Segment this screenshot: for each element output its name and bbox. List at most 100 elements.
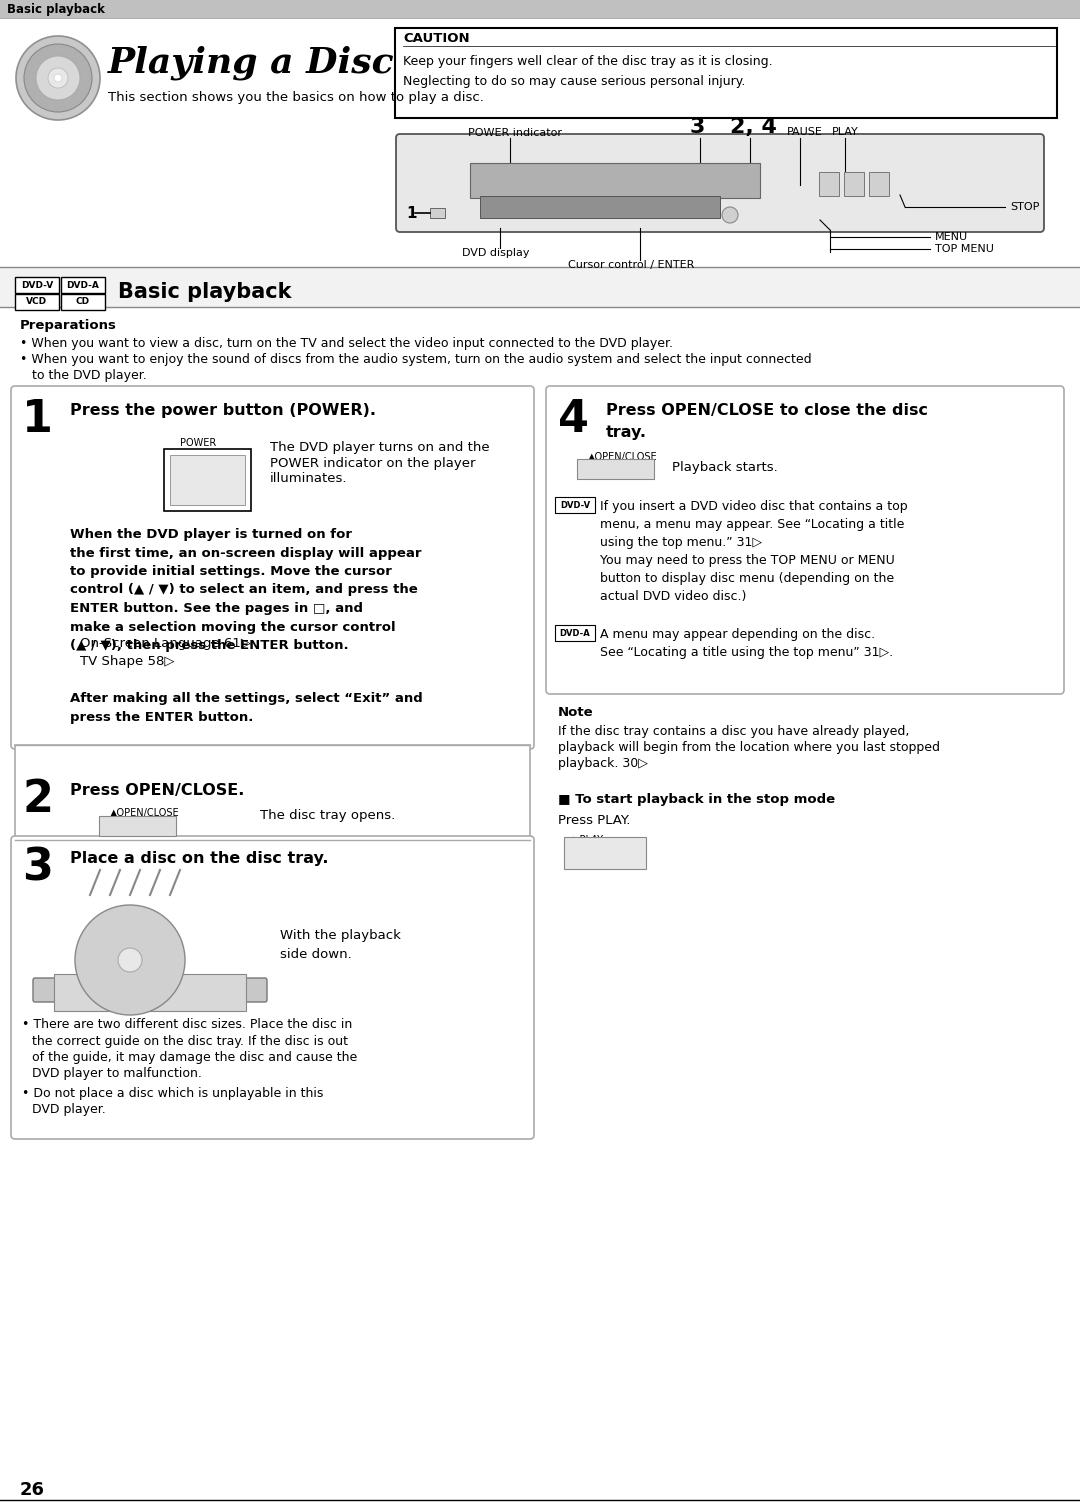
Bar xyxy=(0,0,1080,18)
Text: 3: 3 xyxy=(22,846,53,890)
FancyBboxPatch shape xyxy=(819,172,839,196)
Text: Cursor control / ENTER: Cursor control / ENTER xyxy=(568,259,694,270)
Text: DVD player to malfunction.: DVD player to malfunction. xyxy=(32,1066,202,1080)
Text: 1: 1 xyxy=(22,398,53,442)
FancyBboxPatch shape xyxy=(99,816,176,835)
Text: STOP: STOP xyxy=(1010,202,1039,213)
FancyBboxPatch shape xyxy=(54,974,246,1010)
Text: ■ To start playback in the stop mode: ■ To start playback in the stop mode xyxy=(558,793,835,807)
Text: TOP MENU: TOP MENU xyxy=(935,244,994,253)
Text: DVD player.: DVD player. xyxy=(32,1102,106,1116)
Circle shape xyxy=(75,905,185,1015)
Text: to the DVD player.: to the DVD player. xyxy=(32,368,147,382)
Text: tray.: tray. xyxy=(606,425,647,440)
FancyBboxPatch shape xyxy=(396,134,1044,232)
Text: 2, 4: 2, 4 xyxy=(730,118,777,137)
Text: DVD display: DVD display xyxy=(462,247,529,258)
Text: DVD-V: DVD-V xyxy=(21,280,53,290)
FancyBboxPatch shape xyxy=(843,172,864,196)
Text: the correct guide on the disc tray. If the disc is out: the correct guide on the disc tray. If t… xyxy=(32,1034,348,1048)
Circle shape xyxy=(24,44,92,112)
Text: POWER indicator: POWER indicator xyxy=(468,128,562,139)
Bar xyxy=(430,208,445,219)
Circle shape xyxy=(54,74,62,81)
Text: 2: 2 xyxy=(22,778,53,822)
Text: DVD-A: DVD-A xyxy=(67,280,99,290)
Text: If you insert a DVD video disc that contains a top
menu, a menu may appear. See : If you insert a DVD video disc that cont… xyxy=(600,501,907,603)
FancyBboxPatch shape xyxy=(564,837,646,869)
Text: CD: CD xyxy=(76,297,90,306)
Text: After making all the settings, select “Exit” and
press the ENTER button.: After making all the settings, select “E… xyxy=(70,692,422,724)
Text: When the DVD player is turned on for
the first time, an on-screen display will a: When the DVD player is turned on for the… xyxy=(70,528,421,651)
Text: A menu may appear depending on the disc.
See “Locating a title using the top men: A menu may appear depending on the disc.… xyxy=(600,627,893,659)
FancyBboxPatch shape xyxy=(577,458,654,480)
Text: Press the power button (POWER).: Press the power button (POWER). xyxy=(70,403,376,418)
Text: 26: 26 xyxy=(21,1481,45,1499)
FancyBboxPatch shape xyxy=(470,163,760,198)
Text: TV Shape 58▷: TV Shape 58▷ xyxy=(80,656,175,668)
Text: POWER: POWER xyxy=(180,437,216,448)
Text: On-Screen Language 61▷: On-Screen Language 61▷ xyxy=(80,638,252,650)
Text: ▲OPEN/CLOSE: ▲OPEN/CLOSE xyxy=(110,808,179,817)
FancyBboxPatch shape xyxy=(555,498,595,513)
FancyBboxPatch shape xyxy=(869,172,889,196)
Text: Playback starts.: Playback starts. xyxy=(672,461,778,475)
Text: playback. 30▷: playback. 30▷ xyxy=(558,757,648,771)
FancyBboxPatch shape xyxy=(15,294,59,311)
Bar xyxy=(0,267,1080,308)
FancyBboxPatch shape xyxy=(555,624,595,641)
Text: • When you want to enjoy the sound of discs from the audio system, turn on the a: • When you want to enjoy the sound of di… xyxy=(21,353,812,366)
Text: DVD-A: DVD-A xyxy=(559,629,591,638)
FancyBboxPatch shape xyxy=(11,835,534,1139)
Text: MENU: MENU xyxy=(935,232,968,241)
FancyBboxPatch shape xyxy=(395,29,1057,118)
Circle shape xyxy=(36,56,80,100)
Text: 3: 3 xyxy=(690,118,705,137)
Text: • There are two different disc sizes. Place the disc in: • There are two different disc sizes. Pl… xyxy=(22,1018,352,1031)
Circle shape xyxy=(16,36,100,121)
Bar xyxy=(15,745,530,840)
FancyBboxPatch shape xyxy=(170,455,245,505)
Text: VCD: VCD xyxy=(26,297,48,306)
Text: Neglecting to do so may cause serious personal injury.: Neglecting to do so may cause serious pe… xyxy=(403,75,745,89)
FancyBboxPatch shape xyxy=(480,196,720,219)
Circle shape xyxy=(48,68,68,87)
FancyBboxPatch shape xyxy=(164,449,251,511)
Text: Press PLAY.: Press PLAY. xyxy=(558,813,631,826)
FancyBboxPatch shape xyxy=(60,277,105,293)
Text: DVD-V: DVD-V xyxy=(559,501,590,510)
FancyBboxPatch shape xyxy=(33,979,267,1001)
Text: POWER indicator on the player: POWER indicator on the player xyxy=(270,457,475,469)
Text: • Do not place a disc which is unplayable in this: • Do not place a disc which is unplayabl… xyxy=(22,1086,323,1099)
Circle shape xyxy=(723,207,738,223)
Text: Playing a Disc: Playing a Disc xyxy=(108,45,394,80)
Text: The disc tray opens.: The disc tray opens. xyxy=(260,810,395,822)
Text: The DVD player turns on and the: The DVD player turns on and the xyxy=(270,440,489,454)
Text: This section shows you the basics on how to play a disc.: This section shows you the basics on how… xyxy=(108,92,484,104)
Text: Press OPEN/CLOSE.: Press OPEN/CLOSE. xyxy=(70,783,244,798)
Text: ▲OPEN/CLOSE: ▲OPEN/CLOSE xyxy=(588,452,658,461)
Text: Preparations: Preparations xyxy=(21,318,117,332)
Text: • When you want to view a disc, turn on the TV and select the video input connec: • When you want to view a disc, turn on … xyxy=(21,336,673,350)
Text: If the disc tray contains a disc you have already played,: If the disc tray contains a disc you hav… xyxy=(558,725,909,739)
Text: Note: Note xyxy=(558,706,594,718)
Text: PAUSE: PAUSE xyxy=(787,127,823,137)
Text: Basic playback: Basic playback xyxy=(6,3,105,15)
FancyBboxPatch shape xyxy=(15,745,530,840)
Text: 1: 1 xyxy=(406,205,417,220)
Circle shape xyxy=(118,949,141,973)
FancyBboxPatch shape xyxy=(15,277,59,293)
Text: Press OPEN/CLOSE to close the disc: Press OPEN/CLOSE to close the disc xyxy=(606,404,928,419)
Text: playback will begin from the location where you last stopped: playback will begin from the location wh… xyxy=(558,742,940,754)
Text: illuminates.: illuminates. xyxy=(270,472,348,486)
Text: With the playback
side down.: With the playback side down. xyxy=(280,929,401,961)
Text: Basic playback: Basic playback xyxy=(118,282,292,302)
FancyBboxPatch shape xyxy=(60,294,105,311)
FancyBboxPatch shape xyxy=(546,386,1064,694)
Text: ▶PLAY: ▶PLAY xyxy=(573,835,604,844)
Text: Place a disc on the disc tray.: Place a disc on the disc tray. xyxy=(70,851,328,866)
Text: of the guide, it may damage the disc and cause the: of the guide, it may damage the disc and… xyxy=(32,1051,357,1063)
Text: 4: 4 xyxy=(558,398,589,442)
Text: Keep your fingers well clear of the disc tray as it is closing.: Keep your fingers well clear of the disc… xyxy=(403,56,772,68)
Text: PLAY: PLAY xyxy=(832,127,859,137)
